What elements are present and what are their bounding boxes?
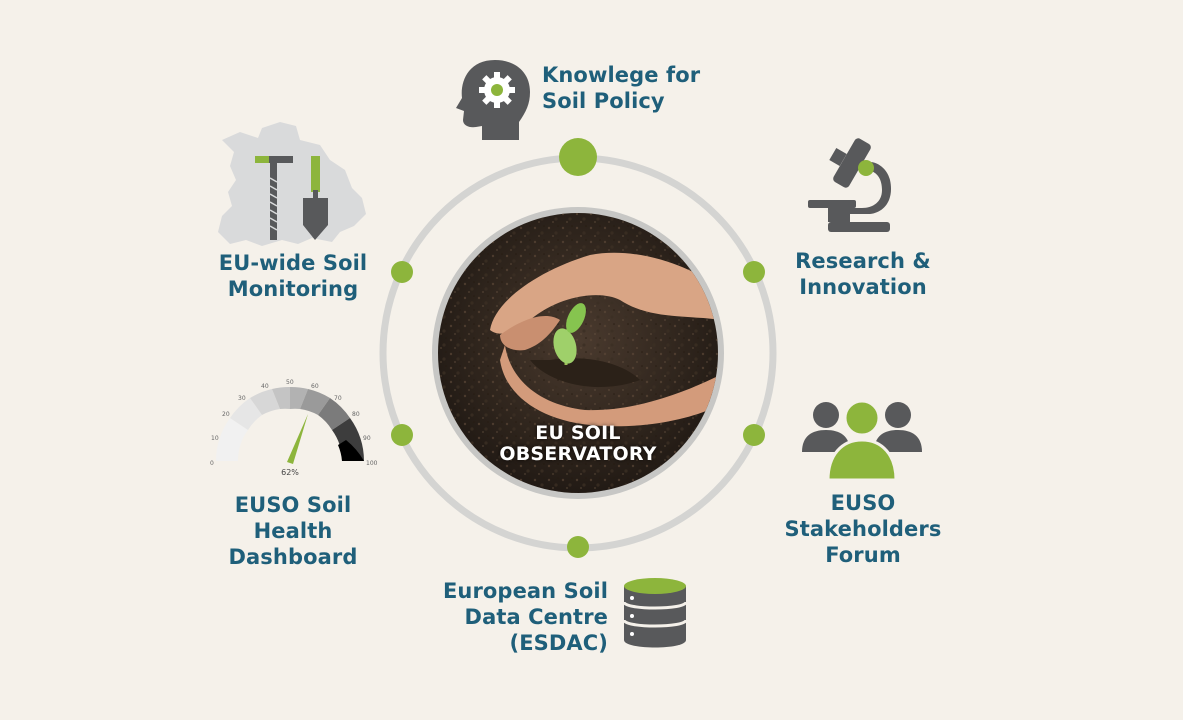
svg-text:0: 0 — [210, 460, 214, 467]
gauge-needle — [287, 414, 308, 464]
svg-text:10: 10 — [211, 435, 219, 442]
label-line: Forum — [825, 543, 901, 567]
label-line: European Soil — [442, 579, 608, 603]
label-esdac: European Soil Data Centre (ESDAC) — [440, 578, 608, 656]
label-line: Stakeholders — [784, 517, 942, 541]
node-upper-right — [743, 261, 765, 283]
center-title: EU SOIL OBSERVATORY — [478, 423, 678, 465]
head-gear-icon — [456, 60, 530, 140]
label-line: Research & — [795, 249, 931, 273]
gauge-tick-labels: 0 10 20 30 40 50 60 70 80 90 100 — [210, 379, 378, 467]
label-line: Monitoring — [227, 277, 359, 301]
center-title-line-1: EU SOIL — [535, 422, 621, 444]
node-lower-right — [743, 424, 765, 446]
label-soil-health-dashboard: EUSO Soil Health Dashboard — [212, 492, 374, 570]
label-line: Innovation — [799, 275, 927, 299]
people-group-icon — [802, 399, 922, 482]
node-bottom — [567, 536, 589, 558]
label-line: EUSO Soil — [234, 493, 352, 517]
label-soil-policy: Knowlege for Soil Policy — [542, 62, 700, 114]
europe-map-tools-icon — [218, 122, 366, 246]
svg-text:20: 20 — [222, 411, 230, 418]
label-research-innovation: Research & Innovation — [790, 248, 936, 300]
svg-text:70: 70 — [334, 395, 342, 402]
label-line: EUSO — [830, 491, 896, 515]
center-photo — [432, 207, 724, 499]
label-line: EU-wide Soil — [218, 251, 368, 275]
node-top — [559, 138, 597, 176]
database-icon — [622, 578, 688, 648]
svg-text:50: 50 — [286, 379, 294, 386]
center-title-line-2: OBSERVATORY — [499, 443, 657, 465]
microscope-icon — [808, 138, 892, 232]
node-lower-left — [391, 424, 413, 446]
label-soil-monitoring: EU-wide Soil Monitoring — [208, 250, 378, 302]
label-line: Soil Policy — [542, 89, 665, 113]
auger-tool-icon — [255, 156, 293, 240]
node-upper-left — [391, 261, 413, 283]
label-line: Knowlege for — [542, 63, 701, 87]
gauge-icon: 0 10 20 30 40 50 60 70 80 90 100 — [210, 379, 378, 467]
gauge-value-label: 62% — [281, 468, 299, 477]
svg-text:90: 90 — [363, 435, 371, 442]
label-stakeholders-forum: EUSO Stakeholders Forum — [782, 490, 944, 568]
svg-text:40: 40 — [261, 383, 269, 390]
svg-text:30: 30 — [238, 395, 246, 402]
svg-text:60: 60 — [311, 383, 319, 390]
label-line: Data Centre — [464, 605, 608, 629]
svg-text:100: 100 — [366, 460, 378, 467]
label-line: Dashboard — [228, 545, 358, 569]
label-line: (ESDAC) — [509, 631, 608, 655]
svg-text:80: 80 — [352, 411, 360, 418]
shovel-tool-icon — [303, 156, 328, 240]
label-line: Health — [253, 519, 333, 543]
